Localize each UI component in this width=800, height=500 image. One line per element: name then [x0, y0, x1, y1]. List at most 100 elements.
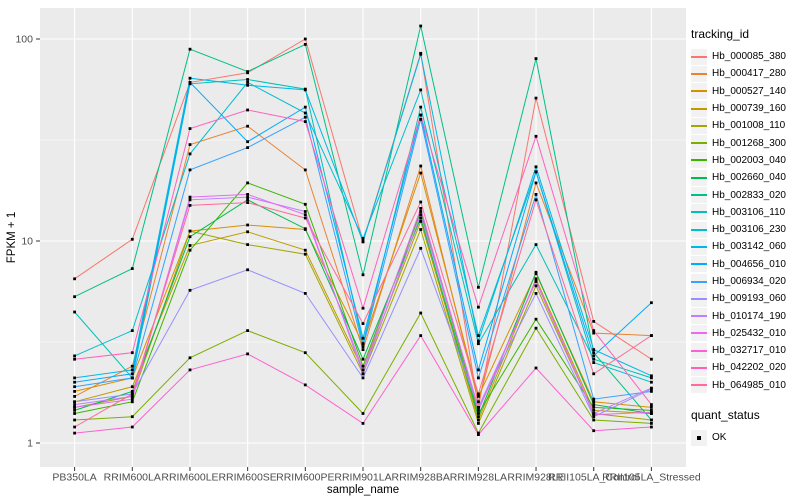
data-point [361, 345, 365, 348]
data-point [361, 336, 365, 340]
data-point [477, 376, 480, 380]
y-axis-title: FPKM + 1 [6, 212, 18, 263]
data-point [73, 295, 76, 299]
data-point [419, 24, 423, 28]
data-point [73, 406, 76, 409]
data-point [303, 43, 307, 46]
data-point [592, 397, 596, 401]
line-swatch-icon [691, 238, 707, 255]
data-point [534, 193, 538, 196]
data-point [534, 243, 538, 246]
line-swatch-icon [691, 204, 707, 221]
data-point [303, 252, 307, 256]
line-swatch-icon [691, 308, 707, 325]
data-point [477, 342, 480, 346]
data-point [303, 210, 307, 213]
data-point [419, 213, 423, 217]
legend-entry-Hb_003142_060: Hb_003142_060 [691, 238, 799, 255]
data-point [73, 409, 76, 412]
line-swatch-icon [691, 117, 707, 134]
data-point [534, 170, 538, 174]
data-point [534, 278, 538, 282]
data-point [246, 268, 249, 272]
series-color-line [691, 245, 707, 248]
legend-entry-Hb_000085_380: Hb_000085_380 [691, 48, 799, 65]
data-point [534, 57, 538, 60]
data-point [130, 372, 134, 376]
legend-entry-Hb_004656_010: Hb_004656_010 [691, 256, 799, 273]
data-point [534, 134, 538, 138]
data-point [592, 413, 596, 417]
line-swatch-icon [691, 100, 707, 117]
data-point [419, 207, 423, 210]
legend-entry-label: Hb_010174_190 [712, 310, 786, 322]
data-point [246, 181, 249, 185]
data-point [303, 213, 307, 217]
data-point [361, 357, 365, 361]
line-swatch-icon [691, 377, 707, 394]
data-point [361, 364, 365, 368]
data-point [477, 415, 480, 419]
data-point [130, 368, 134, 372]
data-point [477, 395, 480, 398]
data-point [592, 348, 596, 351]
legend-entry-label: Hb_042202_020 [712, 362, 786, 374]
data-point [188, 248, 192, 252]
data-point [650, 301, 653, 305]
data-point [130, 400, 134, 404]
data-point [246, 193, 249, 196]
data-point [130, 392, 134, 396]
legend-entry-Hb_000739_160: Hb_000739_160 [691, 100, 799, 117]
legend-entry-label: Hb_000739_160 [712, 103, 786, 115]
data-point [303, 88, 307, 92]
legend: tracking_id Hb_000085_380 Hb_000417_280 Hb… [691, 27, 799, 446]
line-swatch-icon [691, 65, 707, 82]
series-color-line [691, 211, 707, 214]
data-point [419, 105, 423, 109]
data-point [419, 311, 423, 315]
data-point [73, 418, 76, 422]
legend-entry-label: Hb_002003_040 [712, 154, 786, 166]
legend-entries: Hb_000085_380 Hb_000417_280 Hb_000527_140 H… [691, 48, 799, 394]
data-point [534, 181, 538, 185]
data-point [73, 380, 76, 384]
legend-entry-label: Hb_001268_300 [712, 137, 786, 149]
data-point [592, 406, 596, 409]
data-point [130, 415, 134, 419]
data-point [477, 285, 480, 289]
data-point [419, 164, 423, 168]
data-point [650, 418, 653, 422]
legend-entry-label: Hb_064985_010 [712, 379, 786, 391]
data-point [650, 376, 653, 380]
legend-entry-Hb_003106_110: Hb_003106_110 [691, 204, 799, 221]
x-tick-label: RRIM600PE [276, 472, 334, 484]
data-point [477, 433, 480, 436]
data-point [650, 410, 653, 414]
data-point [592, 429, 596, 433]
data-point [592, 329, 596, 332]
x-tick-label: RRIM928LA [450, 472, 507, 484]
legend-entry-label: Hb_002833_020 [712, 189, 786, 201]
data-point [246, 146, 249, 149]
data-point [303, 111, 307, 115]
data-point [73, 390, 76, 393]
data-point [419, 88, 423, 92]
data-point [592, 357, 596, 361]
data-point [246, 230, 249, 234]
data-point [419, 210, 423, 213]
data-point [592, 361, 596, 364]
data-point [650, 380, 653, 384]
data-point [246, 70, 249, 73]
y-tick-label: 1 [27, 438, 33, 450]
data-point [246, 223, 249, 227]
data-point [246, 352, 249, 356]
data-point [419, 171, 423, 175]
data-point [188, 368, 192, 372]
x-tick-label: RRIM928BA [391, 472, 449, 484]
legend-entry-label: Hb_003106_110 [712, 206, 786, 218]
data-point [188, 195, 192, 199]
data-point [592, 351, 596, 355]
series-color-line [691, 228, 707, 231]
line-swatch-icon [691, 135, 707, 152]
data-point [534, 284, 538, 288]
